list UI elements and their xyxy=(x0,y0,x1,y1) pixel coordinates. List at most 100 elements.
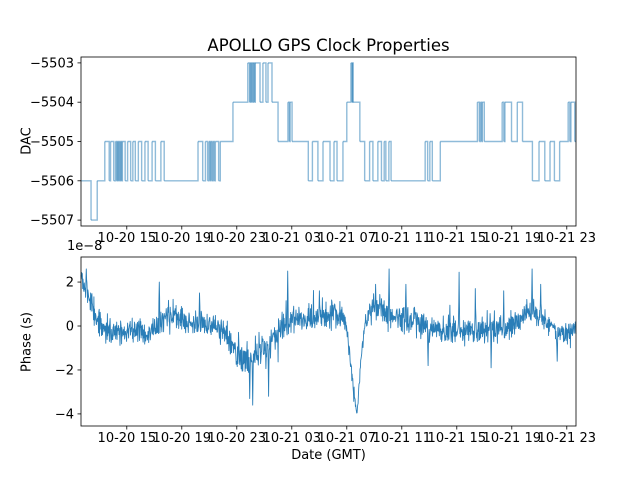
y-tick-label: 0 xyxy=(66,320,74,335)
dac-series-line xyxy=(522,140,534,181)
dac-series-line xyxy=(385,141,390,182)
y-tick-label: −5505 xyxy=(30,135,74,150)
dac-series-line xyxy=(271,101,279,142)
dac-series-line xyxy=(118,141,120,182)
dac-series-line xyxy=(346,62,352,103)
dac-series-line xyxy=(127,140,132,181)
dac-series-line xyxy=(480,101,483,142)
dac-series-line xyxy=(260,62,264,103)
dac-series-line xyxy=(312,140,319,181)
dac-series-line xyxy=(135,141,140,182)
dac-series-line xyxy=(164,141,199,182)
x-tick-label: 10-20 15 xyxy=(98,231,156,246)
x-tick-label: 10-20 15 xyxy=(98,431,156,446)
dac-series-line xyxy=(427,141,431,182)
dac-series-line xyxy=(482,101,485,142)
dac-series-line xyxy=(117,140,119,181)
dac-series-line xyxy=(113,141,117,182)
dac-series-line xyxy=(218,141,221,182)
x-tick-label: 10-20 19 xyxy=(153,431,211,446)
dac-series-line xyxy=(152,140,157,181)
x-tick-label: 10-21 03 xyxy=(263,231,321,246)
dac-series-line xyxy=(570,101,576,142)
dac-series-line xyxy=(210,140,213,181)
dac-series-line xyxy=(384,140,387,181)
dac-series-line xyxy=(481,102,484,143)
dac-series-line xyxy=(121,141,124,182)
dac-series-line xyxy=(141,141,146,182)
dac-series-line xyxy=(104,140,110,181)
dac-series-line xyxy=(292,140,309,181)
x-tick-label: 10-21 15 xyxy=(428,231,486,246)
dac-series-line xyxy=(116,141,119,182)
dac-series-line xyxy=(359,140,366,181)
dac-series-line xyxy=(212,141,214,182)
dac-series-line xyxy=(289,102,291,143)
dac-series-line xyxy=(97,141,106,182)
chart-title: APOLLO GPS Clock Properties xyxy=(207,36,450,55)
dac-series-line xyxy=(125,141,129,182)
x-tick-label: 10-21 23 xyxy=(538,431,596,446)
dac-series-line xyxy=(504,101,513,142)
dac-series-line xyxy=(554,141,561,182)
dac-series-line xyxy=(115,140,118,181)
dac-series-line xyxy=(334,140,338,181)
dac-series-line xyxy=(352,62,354,103)
dac-series-line xyxy=(81,180,92,221)
x-tick-label: 10-20 23 xyxy=(208,431,266,446)
x-tick-label: 10-20 19 xyxy=(153,231,211,246)
y-tick-label: −5503 xyxy=(30,56,74,71)
dac-series-line xyxy=(268,62,273,103)
dac-series-line xyxy=(120,140,123,181)
y-tick-label: −5504 xyxy=(30,96,74,111)
dac-series-line xyxy=(119,141,122,182)
dac-series-line xyxy=(144,140,149,181)
dac-series-line xyxy=(220,102,234,143)
date-axis-label: Date (GMT) xyxy=(291,448,366,463)
phase-axis-label: Phase (s) xyxy=(19,312,35,372)
dac-series-line xyxy=(532,141,540,182)
dac-series-line xyxy=(255,62,261,103)
x-tick-label: 10-21 23 xyxy=(538,231,596,246)
y-tick-label: −4 xyxy=(55,407,74,422)
dac-series-line xyxy=(372,141,379,182)
dac-series-line xyxy=(209,140,211,181)
y-tick-label: 2 xyxy=(66,276,74,291)
x-tick-label: 10-21 11 xyxy=(373,231,431,246)
dac-axis-label: DAC xyxy=(19,127,35,155)
dac-series-line xyxy=(484,102,503,143)
dac-series-line xyxy=(425,140,429,181)
x-tick-label: 10-21 19 xyxy=(483,431,541,446)
dac-series-line xyxy=(503,102,506,143)
dac-series-line xyxy=(353,101,361,142)
dac-series-line xyxy=(91,180,98,221)
x-tick-label: 10-21 03 xyxy=(263,431,321,446)
dac-series-line xyxy=(369,140,374,181)
dac-series-line xyxy=(330,141,335,182)
dac-series-line xyxy=(290,101,293,142)
dac-series-line xyxy=(252,62,255,103)
dac-series-line xyxy=(207,141,210,182)
dac-series-line xyxy=(568,101,571,142)
dac-series-line xyxy=(249,62,251,103)
dac-series-line xyxy=(278,102,289,143)
dac-series-line xyxy=(391,141,426,182)
x-tick-label: 10-21 07 xyxy=(318,431,376,446)
dac-series-line xyxy=(148,141,153,182)
dac-series-line xyxy=(262,62,267,103)
dac-series-line xyxy=(342,102,348,143)
dac-series-line xyxy=(569,102,572,143)
dac-series-line xyxy=(265,62,269,103)
dac-series-line xyxy=(539,140,546,181)
dac-series-line xyxy=(214,141,217,182)
dac-series-line xyxy=(232,62,249,103)
x-tick-label: 10-20 23 xyxy=(208,231,266,246)
dac-series-line xyxy=(337,141,344,182)
dac-series-line xyxy=(215,140,220,181)
dac-series-line xyxy=(502,101,505,142)
x-tick-label: 10-21 07 xyxy=(318,231,376,246)
x-tick-label: 10-21 11 xyxy=(373,431,431,446)
y-offset-text: 1e−8 xyxy=(67,239,103,254)
